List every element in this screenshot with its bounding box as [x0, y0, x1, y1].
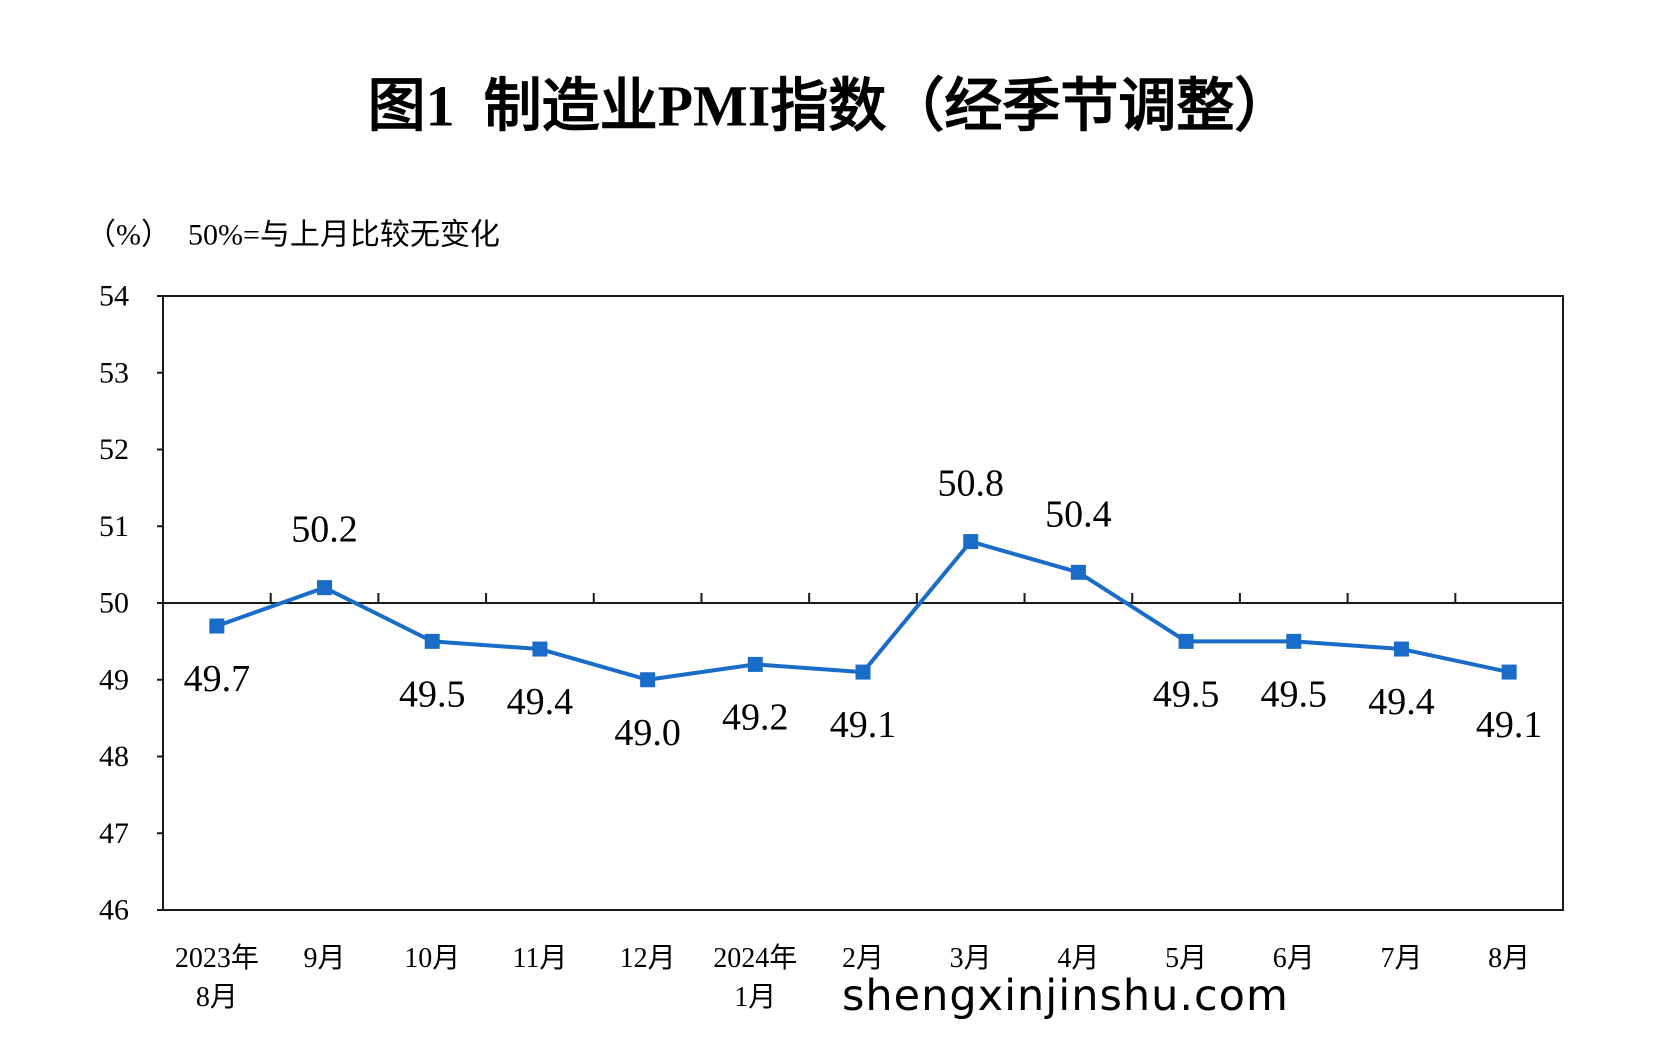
x-axis: 2023年 8月 9月 10月 11月 12月 2024年 1月 2月 3月 4月 5月 6月 7月 8月 [175, 593, 1530, 1013]
data-point [640, 672, 656, 688]
data-point [747, 656, 763, 672]
x-tick-label: 5月 [1165, 943, 1207, 974]
y-tick-label: 51 [99, 510, 129, 543]
x-tick-label: 8月 [1488, 943, 1530, 974]
x-tick-label: 12月 [620, 943, 676, 974]
data-point [317, 580, 333, 596]
data-label: 50.8 [937, 463, 1004, 505]
x-tick-label: 11月 [512, 943, 567, 974]
x-tick-label: 3月 [950, 943, 992, 974]
data-label: 49.5 [1153, 673, 1220, 715]
reference-note: 50%=与上月比较无变化 [188, 219, 500, 252]
x-tick-label: 4月 [1057, 943, 1099, 974]
x-tick-label: 7月 [1380, 943, 1422, 974]
data-label: 49.0 [614, 712, 681, 754]
data-labels-group: 49.7 50.2 49.5 49.4 49.0 49.2 49.1 50.8 50.4 49.5… [184, 463, 1543, 754]
chart-title: 图1 制造业PMI指数（经季节调整） [368, 74, 1293, 139]
y-tick-label: 53 [99, 356, 129, 389]
data-label: 49.5 [399, 673, 466, 715]
y-axis-unit: （%） [86, 219, 171, 252]
data-label: 49.5 [1261, 673, 1328, 715]
data-label: 49.7 [184, 658, 251, 700]
y-tick-label: 50 [99, 587, 129, 620]
x-tick-label: 10月 [404, 943, 460, 974]
data-point [1070, 564, 1086, 580]
data-point [1393, 641, 1409, 657]
x-tick-label: 2024年 1月 [713, 942, 797, 1013]
data-label: 50.2 [291, 509, 358, 551]
y-tick-label: 47 [99, 817, 129, 850]
y-tick-label: 49 [99, 663, 129, 696]
data-label: 50.4 [1045, 493, 1112, 535]
data-point [855, 664, 871, 680]
data-point [963, 534, 979, 550]
data-label: 49.1 [1476, 704, 1543, 746]
data-label: 49.1 [830, 704, 897, 746]
data-point [209, 618, 225, 634]
data-label: 49.4 [507, 681, 574, 723]
y-tick-label: 54 [99, 280, 129, 313]
data-point [424, 633, 440, 649]
y-tick-label: 48 [99, 740, 129, 773]
data-point [1178, 633, 1194, 649]
x-tick-label: 6月 [1273, 943, 1315, 974]
watermark: shengxinjinshu.com [842, 971, 1289, 1021]
data-point [532, 641, 548, 657]
y-axis: 46 47 48 49 50 51 52 53 54 [99, 280, 163, 927]
y-tick-label: 52 [99, 433, 129, 466]
x-tick-label: 9月 [304, 943, 346, 974]
x-tick-label: 2023年 8月 [175, 942, 259, 1013]
data-label: 49.2 [722, 696, 789, 738]
series-group [209, 534, 1517, 688]
data-point [1286, 633, 1302, 649]
y-tick-label: 46 [99, 894, 129, 927]
data-label: 49.4 [1368, 681, 1435, 723]
data-point [1501, 664, 1517, 680]
x-tick-label: 2月 [842, 943, 884, 974]
